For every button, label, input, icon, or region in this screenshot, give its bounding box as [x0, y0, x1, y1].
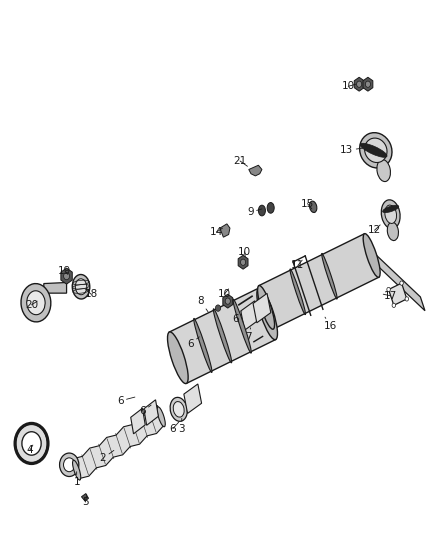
Polygon shape	[249, 165, 262, 176]
Circle shape	[64, 272, 70, 280]
Text: 7: 7	[245, 328, 252, 342]
Ellipse shape	[213, 309, 232, 363]
Ellipse shape	[321, 253, 337, 299]
Ellipse shape	[233, 299, 251, 353]
Ellipse shape	[381, 200, 400, 229]
Text: 6: 6	[187, 337, 199, 349]
Text: 9: 9	[247, 207, 262, 217]
Ellipse shape	[385, 205, 396, 223]
Circle shape	[387, 287, 390, 292]
Text: 14: 14	[210, 227, 223, 237]
Text: 6: 6	[139, 405, 151, 416]
Polygon shape	[241, 301, 258, 330]
Ellipse shape	[27, 291, 45, 314]
Circle shape	[225, 298, 230, 304]
Ellipse shape	[73, 460, 81, 480]
Text: 6: 6	[170, 422, 179, 433]
Text: 11: 11	[291, 260, 304, 270]
Polygon shape	[259, 234, 379, 329]
Text: 18: 18	[85, 289, 98, 299]
Text: 3: 3	[178, 418, 185, 434]
Polygon shape	[354, 77, 364, 91]
Text: 5: 5	[82, 495, 89, 507]
Polygon shape	[223, 294, 233, 308]
Polygon shape	[73, 406, 164, 479]
Ellipse shape	[364, 138, 387, 163]
Text: 21: 21	[233, 156, 247, 166]
Ellipse shape	[290, 269, 305, 314]
Circle shape	[240, 259, 246, 265]
Ellipse shape	[64, 458, 75, 472]
Polygon shape	[369, 248, 425, 311]
Text: 6: 6	[117, 396, 135, 406]
Ellipse shape	[257, 288, 278, 340]
Polygon shape	[262, 295, 271, 326]
Polygon shape	[61, 268, 72, 284]
Ellipse shape	[22, 432, 41, 455]
Ellipse shape	[387, 222, 399, 240]
Text: 19: 19	[58, 266, 71, 276]
Ellipse shape	[167, 332, 188, 384]
Circle shape	[215, 305, 221, 311]
Circle shape	[357, 81, 362, 87]
Ellipse shape	[157, 407, 165, 427]
Ellipse shape	[267, 203, 274, 213]
Ellipse shape	[363, 233, 380, 277]
Polygon shape	[131, 408, 145, 434]
Ellipse shape	[75, 279, 87, 295]
Ellipse shape	[194, 318, 212, 373]
Polygon shape	[170, 288, 276, 383]
Ellipse shape	[60, 453, 79, 477]
Text: 10: 10	[238, 247, 251, 257]
Ellipse shape	[16, 424, 47, 463]
Ellipse shape	[173, 401, 184, 417]
Ellipse shape	[258, 205, 265, 216]
Text: 12: 12	[368, 225, 381, 235]
Text: 10: 10	[342, 82, 356, 91]
Text: 13: 13	[340, 146, 363, 155]
Circle shape	[400, 281, 403, 285]
Circle shape	[365, 81, 371, 87]
Polygon shape	[144, 400, 159, 425]
Text: 20: 20	[25, 300, 38, 310]
Polygon shape	[44, 282, 67, 293]
Ellipse shape	[72, 274, 90, 299]
Ellipse shape	[369, 248, 374, 262]
Polygon shape	[389, 283, 407, 305]
Text: 8: 8	[197, 296, 208, 312]
Ellipse shape	[383, 205, 399, 213]
Polygon shape	[238, 255, 248, 269]
Polygon shape	[363, 77, 373, 91]
Text: 1: 1	[73, 472, 80, 487]
Polygon shape	[220, 224, 230, 237]
Text: 10: 10	[218, 289, 231, 299]
Text: 16: 16	[324, 317, 337, 331]
Ellipse shape	[377, 159, 390, 182]
Ellipse shape	[360, 143, 387, 157]
Ellipse shape	[21, 284, 51, 322]
Text: 6: 6	[232, 312, 242, 324]
Circle shape	[405, 297, 409, 301]
Ellipse shape	[360, 133, 392, 168]
Text: 15: 15	[301, 199, 314, 209]
Ellipse shape	[170, 398, 187, 421]
Text: 17: 17	[383, 291, 397, 301]
Ellipse shape	[310, 201, 317, 213]
Ellipse shape	[258, 286, 275, 329]
Text: 2: 2	[99, 450, 114, 463]
Polygon shape	[184, 384, 201, 414]
Polygon shape	[253, 293, 271, 323]
Text: 4: 4	[26, 445, 33, 455]
Circle shape	[392, 303, 396, 308]
Polygon shape	[81, 494, 88, 501]
